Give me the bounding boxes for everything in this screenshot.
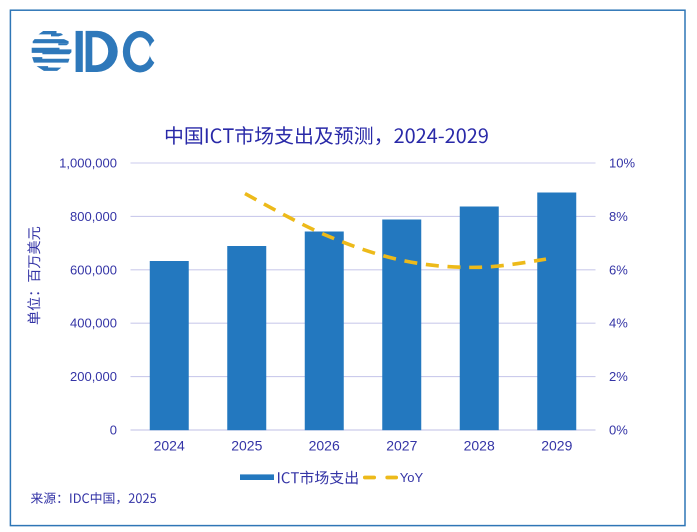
svg-text:200,000: 200,000 [70, 369, 117, 384]
svg-text:1,000,000: 1,000,000 [59, 156, 117, 171]
svg-text:4%: 4% [609, 316, 628, 331]
svg-text:2028: 2028 [464, 438, 495, 454]
svg-text:6%: 6% [609, 262, 628, 277]
svg-text:8%: 8% [609, 209, 628, 224]
svg-text:400,000: 400,000 [70, 316, 117, 331]
svg-text:2027: 2027 [386, 438, 417, 454]
svg-text:2024: 2024 [154, 438, 185, 454]
svg-text:800,000: 800,000 [70, 209, 117, 224]
svg-text:2025: 2025 [231, 438, 262, 454]
svg-text:2026: 2026 [309, 438, 340, 454]
svg-text:0%: 0% [609, 423, 628, 438]
svg-text:2029: 2029 [541, 438, 572, 454]
svg-text:0: 0 [110, 423, 117, 438]
svg-text:10%: 10% [609, 156, 635, 171]
svg-text:YoY: YoY [400, 470, 424, 485]
svg-text:600,000: 600,000 [70, 262, 117, 277]
svg-text:2%: 2% [609, 369, 628, 384]
